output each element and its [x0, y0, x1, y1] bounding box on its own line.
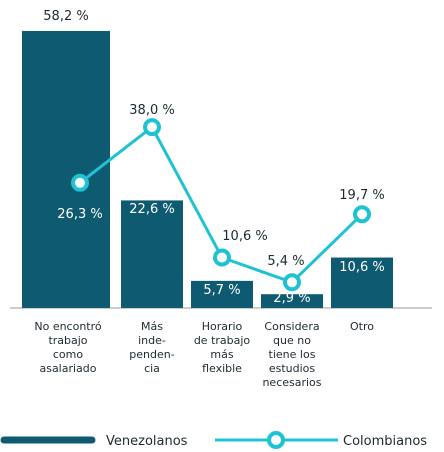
x-tick-label: Considera	[264, 320, 319, 333]
legend-label: Colombianos	[343, 434, 427, 449]
legend-swatch	[267, 431, 285, 449]
line-value-label: 38,0 %	[129, 103, 174, 118]
x-tick-label: penden-	[129, 348, 174, 361]
x-tick-label: de trabajo	[194, 334, 251, 347]
x-tick-label: inde-	[138, 334, 166, 347]
x-tick-label: asalariado	[39, 362, 96, 375]
line-point	[353, 205, 371, 224]
x-tick-label: cia	[144, 362, 160, 375]
bar-value-label: 58,2 %	[43, 9, 88, 24]
bar-value-label: 10,6 %	[339, 260, 384, 275]
x-tick-label: más	[210, 348, 233, 361]
bar-value-label: 22,6 %	[129, 202, 174, 217]
line-value-label: 26,3 %	[57, 207, 102, 222]
x-tick-label: como	[53, 348, 83, 361]
x-tick-label: que no	[273, 334, 311, 347]
line-value-label: 19,7 %	[339, 188, 384, 203]
x-tick-label: flexible	[202, 362, 242, 375]
line-point	[213, 248, 231, 267]
x-tick-label: Otro	[350, 320, 374, 333]
x-tick-label: No encontró	[34, 320, 102, 333]
x-tick-label: tiene los	[269, 348, 316, 361]
x-tick-label: Más	[141, 320, 163, 333]
line-point	[283, 273, 301, 292]
legend-label: Venezolanos	[106, 434, 188, 449]
line-value-label: 5,4 %	[267, 254, 304, 269]
line-point	[71, 173, 89, 192]
bar	[191, 280, 253, 308]
bar	[121, 200, 183, 308]
bar-value-label: 5,7 %	[203, 283, 240, 298]
x-tick-label: trabajo	[48, 334, 87, 347]
line-point	[143, 118, 161, 137]
bar	[261, 294, 323, 308]
line-value-label: 10,6 %	[222, 229, 267, 244]
x-tick-label: estudios	[269, 362, 316, 375]
x-tick-label: Horario	[202, 320, 243, 333]
x-tick-label: necesarios	[262, 376, 321, 389]
bar-value-label: 2,9 %	[273, 291, 310, 306]
bar	[331, 257, 393, 308]
